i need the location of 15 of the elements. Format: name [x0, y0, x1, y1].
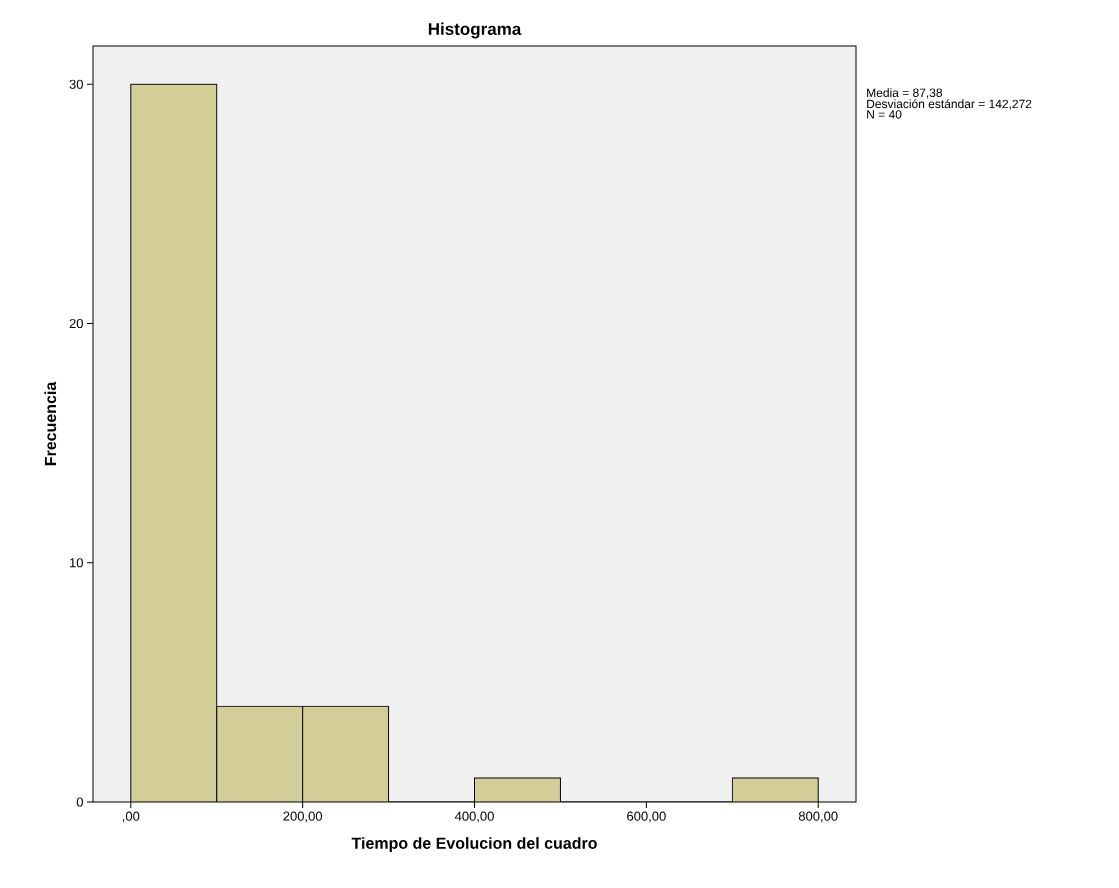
text: Desviación estándar = 142,272: [867, 99, 1032, 110]
y-tick-label: 10: [70, 558, 83, 568]
x-tick-label: 600,00: [627, 811, 666, 823]
x-tick-label: 400,00: [454, 811, 494, 823]
x-axis-title: Tiempo de Evolucion del cuadro: [351, 837, 597, 853]
y-axis-title: Frecuencia: [44, 381, 57, 466]
text: N = 40: [867, 110, 902, 119]
x-tick-label: 200,00: [283, 811, 323, 823]
x-tick-label: 800,00: [798, 811, 838, 823]
y-tick-label: 30: [69, 79, 83, 89]
y-tick-label: 0: [76, 797, 83, 807]
text: Media = 87,38: [867, 88, 943, 99]
x-tick-label: ,00: [122, 811, 140, 823]
chart-title: Histograma: [428, 22, 522, 39]
y-tick-label: 20: [69, 318, 83, 329]
